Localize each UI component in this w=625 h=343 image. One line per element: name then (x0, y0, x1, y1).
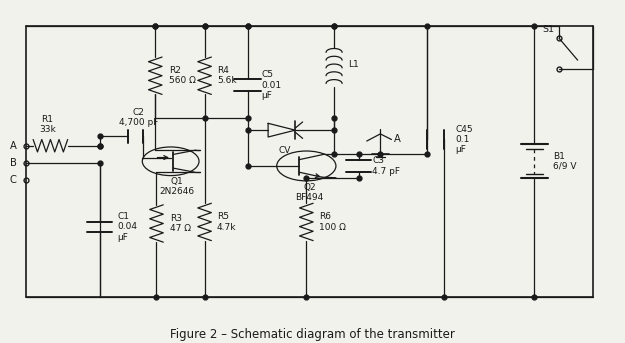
Text: R3
47 Ω: R3 47 Ω (170, 214, 191, 233)
Text: R4
5.6k: R4 5.6k (217, 66, 236, 85)
Text: S1: S1 (542, 25, 554, 34)
Text: Q1
2N2646: Q1 2N2646 (159, 177, 194, 197)
Text: A: A (394, 134, 401, 144)
Text: C2
4,700 pF: C2 4,700 pF (119, 108, 158, 127)
Text: A: A (9, 141, 16, 151)
Text: L1: L1 (348, 60, 358, 69)
Text: Figure 2 – Schematic diagram of the transmitter: Figure 2 – Schematic diagram of the tran… (170, 328, 455, 341)
Text: C: C (9, 175, 16, 185)
Text: C1
0.04
μF: C1 0.04 μF (117, 212, 137, 241)
Text: C45
0.1
μF: C45 0.1 μF (456, 125, 473, 154)
Text: C5
0.01
μF: C5 0.01 μF (261, 70, 281, 100)
Text: R6
100 Ω: R6 100 Ω (319, 212, 346, 232)
Text: C3
4.7 pF: C3 4.7 pF (372, 156, 401, 176)
Text: R5
4.7k: R5 4.7k (217, 212, 236, 232)
Text: B1
6/9 V: B1 6/9 V (553, 152, 576, 171)
Text: R2
560 Ω: R2 560 Ω (169, 66, 196, 85)
Text: Q2
BF494: Q2 BF494 (295, 183, 324, 202)
Text: R1
33k: R1 33k (39, 115, 56, 134)
Text: B: B (9, 158, 16, 168)
Text: CV: CV (279, 146, 291, 155)
